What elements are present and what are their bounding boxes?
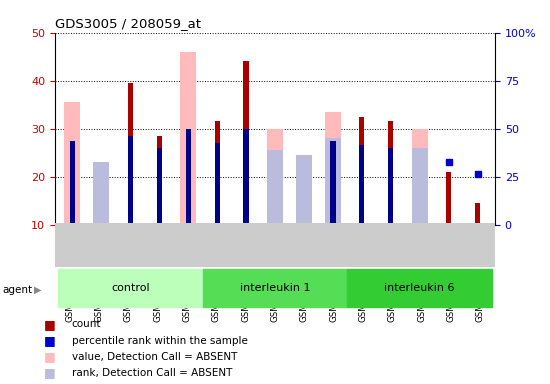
Bar: [331, 141, 336, 225]
Bar: [388, 148, 393, 225]
Text: value, Detection Call = ABSENT: value, Detection Call = ABSENT: [72, 352, 237, 362]
Bar: [325, 138, 341, 225]
Text: count: count: [72, 319, 101, 329]
Bar: [185, 129, 191, 225]
Bar: [388, 121, 393, 225]
Bar: [359, 117, 365, 225]
Bar: [157, 136, 162, 225]
Bar: [348, 269, 492, 307]
Bar: [180, 52, 196, 225]
Bar: [244, 61, 249, 225]
Bar: [128, 136, 133, 225]
Bar: [475, 203, 480, 225]
Text: percentile rank within the sample: percentile rank within the sample: [72, 336, 248, 346]
Bar: [359, 146, 365, 225]
Bar: [70, 141, 75, 225]
Text: control: control: [111, 283, 150, 293]
Text: agent: agent: [3, 285, 33, 295]
Text: ■: ■: [44, 334, 56, 347]
Text: interleukin 6: interleukin 6: [384, 283, 455, 293]
Bar: [94, 162, 109, 225]
Bar: [214, 143, 219, 225]
Bar: [325, 112, 341, 225]
Bar: [94, 165, 109, 225]
Bar: [446, 172, 452, 225]
Text: GDS3005 / 208059_at: GDS3005 / 208059_at: [55, 17, 201, 30]
Bar: [296, 160, 312, 225]
Bar: [64, 102, 80, 225]
Bar: [267, 129, 283, 225]
Bar: [267, 150, 283, 225]
Text: ■: ■: [44, 318, 56, 331]
Text: rank, Detection Call = ABSENT: rank, Detection Call = ABSENT: [72, 368, 232, 378]
Bar: [128, 83, 133, 225]
Text: ▶: ▶: [34, 285, 42, 295]
Bar: [214, 121, 219, 225]
Bar: [412, 129, 428, 225]
Text: ■: ■: [44, 366, 56, 379]
Bar: [58, 269, 202, 307]
Text: ■: ■: [44, 350, 56, 363]
Text: interleukin 1: interleukin 1: [240, 283, 310, 293]
Bar: [202, 269, 348, 307]
Bar: [157, 148, 162, 225]
Bar: [244, 129, 249, 225]
Bar: [412, 148, 428, 225]
Bar: [296, 155, 312, 225]
